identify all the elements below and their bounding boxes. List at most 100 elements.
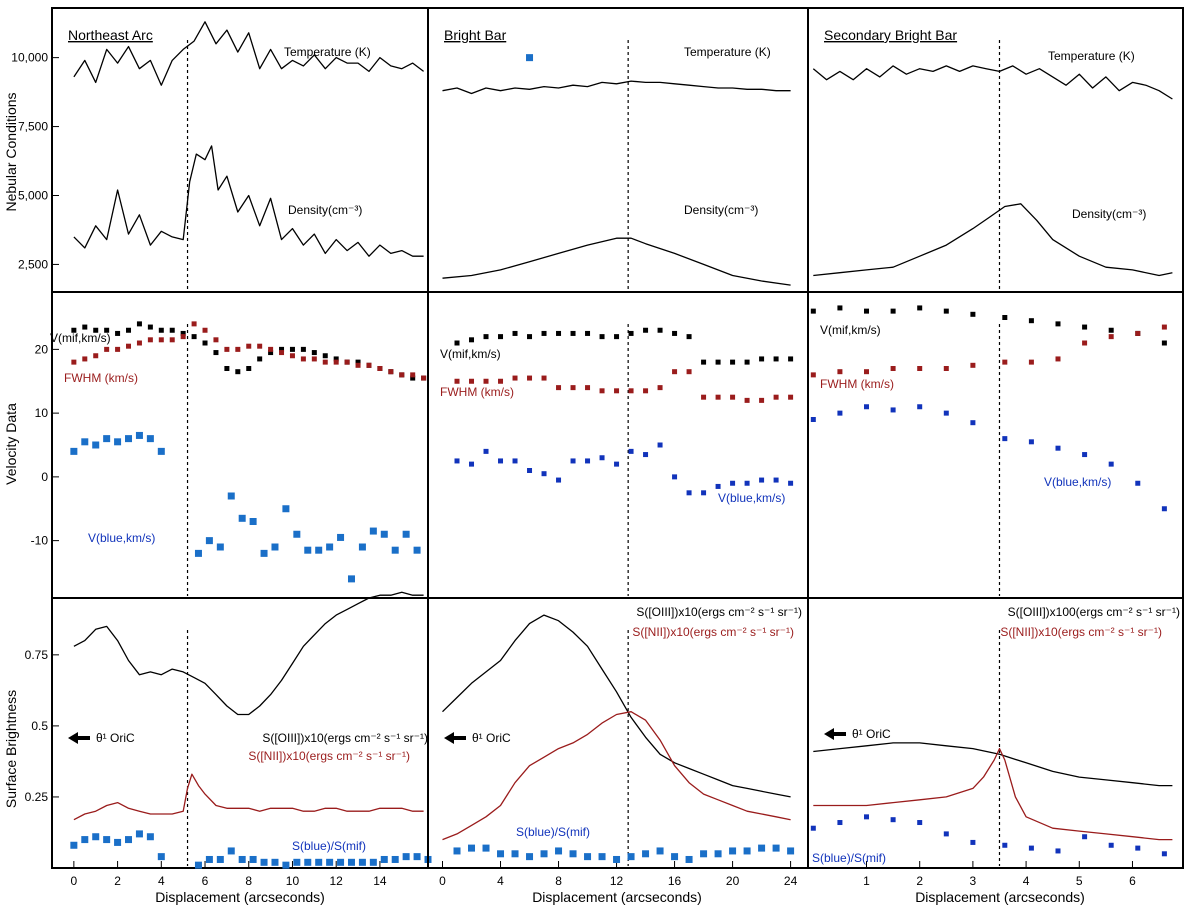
data-point [890,407,896,413]
data-point [864,369,870,375]
data-point [126,343,132,349]
x-tick-label: 0 [71,874,78,888]
data-point [483,334,489,340]
data-point [103,435,111,443]
data-point [643,327,649,333]
data-point [759,477,765,483]
data-point [483,378,489,384]
data-point [570,330,576,336]
data-point [672,369,678,375]
data-point [344,359,350,365]
data-point [744,480,750,486]
data-point [337,858,345,866]
y-tick-label: 0 [41,470,48,484]
data-point [92,833,100,841]
data-point [541,471,547,477]
panel-bright-bar-velocity: V(mif,km/s) FWHM (km/s) V(blue,km/s) [427,291,809,599]
data-point [158,327,164,333]
data-point [837,369,843,375]
x-tick-label: 6 [1129,874,1136,888]
data-point [1055,321,1061,327]
data-point [114,438,122,446]
data-point [715,359,721,365]
data-point [1028,318,1034,324]
xlabel-bright-bar: Displacement (arcseconds) [532,889,702,905]
series-annotation: Density(cm⁻³) [1072,207,1146,221]
x-tick-label: 16 [668,874,682,888]
data-point [1161,340,1167,346]
data-point [366,362,372,368]
data-point [282,505,290,513]
x-tick-label: 0 [439,874,446,888]
data-point [864,308,870,314]
data-point [657,327,663,333]
data-point [402,530,410,538]
panel-title: Bright Bar [444,27,507,43]
xlabel-northeast-arc: Displacement (arcseconds) [155,889,325,905]
data-point [744,397,750,403]
data-point [943,410,949,416]
data-point [333,356,339,362]
x-tick-label: 2 [114,874,121,888]
data-point [315,546,323,554]
data-point [729,847,737,855]
series-line [73,773,424,821]
x-tick-label: 3 [970,874,977,888]
data-point [157,447,165,455]
data-point [92,441,100,449]
data-point [1082,834,1088,840]
series-annotation: S(blue)/S(mif) [812,851,886,865]
data-point [810,372,816,378]
panel-title: Secondary Bright Bar [824,27,957,43]
data-point [1002,359,1008,365]
data-point [205,855,213,863]
data-point [1108,334,1114,340]
series-annotation: V(blue,km/s) [718,491,785,505]
series-annotation: S([NII])x10(ergs cm⁻² s⁻¹ sr⁻¹) [1000,625,1162,639]
data-point [369,858,377,866]
series-annotation: FWHM (km/s) [820,377,894,391]
series-annotation: S([OIII])x10(ergs cm⁻² s⁻¹ sr⁻¹) [262,731,428,745]
series-line [813,203,1173,277]
data-point [322,353,328,359]
data-point [81,438,89,446]
data-point [410,372,416,378]
series-line [73,591,424,716]
data-point [380,530,388,538]
x-tick-label: 20 [726,874,740,888]
panel-northeast-arc-velocity: -10 0 10 20V(mif,km/s) FWHM (km/s) V(blue,km/… [31,291,429,599]
data-point [657,385,663,391]
series-line [442,614,791,798]
data-point [810,308,816,314]
x-tick-label: 5 [1076,874,1083,888]
data-point [890,366,896,371]
data-point [540,850,548,858]
data-point [527,375,533,381]
data-point [289,353,295,359]
data-point [598,853,606,861]
ylabel-nebular-conditions: Nebular Conditions [3,92,19,211]
data-point [246,343,252,349]
data-point [890,308,896,314]
data-point [1002,436,1008,442]
data-point [135,830,143,838]
data-point [628,388,634,394]
series-annotation: FWHM (km/s) [64,371,138,385]
series-annotation: Density(cm⁻³) [684,203,758,217]
data-point [788,480,794,486]
data-point [246,366,252,371]
data-point [837,305,843,311]
data-point [126,327,132,333]
arrow-left-icon [444,732,466,744]
oric-direction-label: θ¹ OriC [96,731,135,745]
series-annotation: Temperature (K) [684,45,771,59]
data-point [1161,506,1167,512]
xlabel-secondary-bright-bar: Displacement (arcseconds) [915,889,1085,905]
data-point [468,844,476,852]
data-point [146,435,154,443]
data-point [125,435,133,443]
data-point [569,850,577,858]
data-point [686,334,692,340]
data-point [498,334,504,340]
